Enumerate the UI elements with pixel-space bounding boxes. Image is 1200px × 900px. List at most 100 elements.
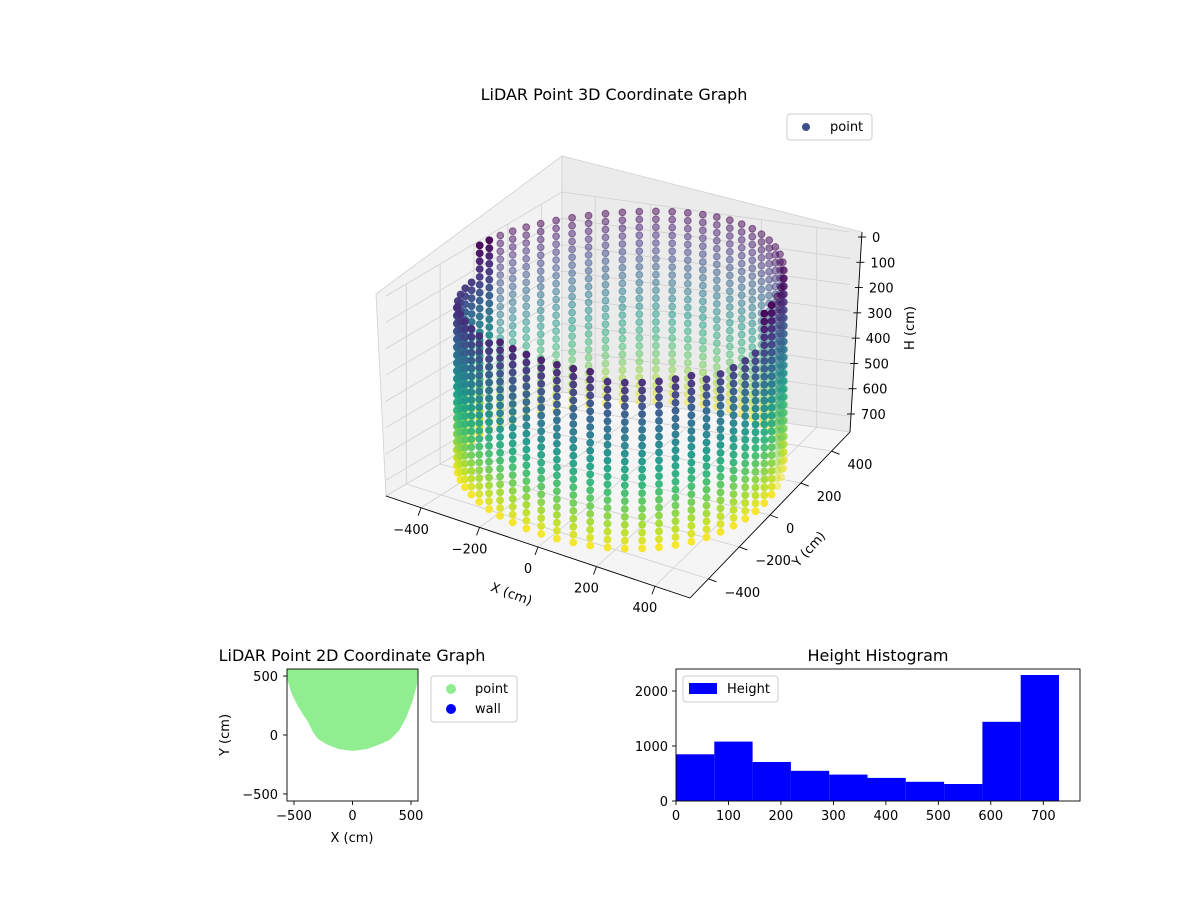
data-point [496,409,505,418]
data-point [569,483,578,492]
data-point [635,326,644,335]
data-point [584,259,593,267]
data-point [475,355,484,364]
data-point [586,502,595,510]
data-point [537,411,546,420]
data-point [652,247,660,255]
data-point [638,465,646,474]
data-point [522,374,531,383]
data-point [687,450,696,459]
data-point [712,363,721,371]
data-point [760,396,769,405]
chart-height-histogram: Height Histogram 0 100 200 300 400 500 600 7000… [635,646,1081,824]
data-point [618,271,627,280]
data-point [620,520,629,529]
data-point [652,286,660,295]
data-point [601,296,610,305]
data-point [496,263,505,272]
data-point [522,310,531,319]
data-point [522,294,531,303]
data-point [508,306,517,315]
data-point [485,442,493,450]
data-point [522,254,531,263]
data-point [620,544,629,553]
data-point [751,507,760,516]
data-point [698,242,707,251]
data-point [671,406,680,415]
data-point [698,313,707,322]
chart-3d-scatter: LiDAR Point 3D Coordinate Graph −400 −200… [375,85,918,616]
data-point [760,451,769,460]
grid-line [385,191,851,297]
data-point [475,363,484,372]
x-tick-label: 400 [873,809,898,824]
data-point [584,314,593,323]
data-point [584,290,593,299]
data-point [767,451,776,460]
data-point [687,474,696,483]
data-point [635,270,644,279]
data-point [620,481,629,490]
data-point [716,417,725,426]
data-point [586,510,595,518]
data-point [601,328,610,337]
data-point [712,236,721,245]
z-tick-label: 100 [870,256,895,271]
data-point [725,263,734,272]
data-point [569,475,578,484]
data-point [760,436,769,444]
data-point [638,489,646,498]
data-point [741,443,750,452]
data-point [568,324,576,333]
data-point [485,299,494,308]
data-point [552,232,560,241]
data-point [687,371,696,380]
data-point [568,245,576,254]
data-point [757,285,766,294]
data-point [536,251,545,260]
data-point [638,433,646,442]
data-point [461,388,469,397]
data-point [698,305,707,314]
y-tick-label: 200 [817,490,842,505]
data-point [698,368,707,377]
data-point [552,240,560,249]
data-point [748,303,757,312]
data-point [537,530,546,538]
data-point [729,411,738,420]
data-point [765,267,774,276]
data-point [652,365,660,374]
data-point [586,431,595,439]
histogram-bar [944,784,983,801]
data-point [748,272,757,281]
data-point [687,435,696,443]
data-point [467,302,476,311]
data-point [767,467,776,475]
data-point [725,342,734,351]
data-point [767,380,776,389]
data-point [702,407,711,415]
data-point [757,238,766,246]
data-point [712,300,721,308]
data-point [569,499,578,507]
data-point [652,310,660,319]
data-point [569,451,578,460]
data-point [537,387,546,396]
data-point [569,514,578,523]
data-point [522,286,531,295]
data-point [635,302,644,311]
data-point [508,314,517,322]
data-point [552,264,560,272]
data-point [652,239,660,247]
data-point [741,428,750,436]
data-point [496,417,505,426]
x-tick-label: −500 [276,809,312,824]
3d-legend-marker [802,123,810,131]
x-tick-label: −200 [452,542,488,557]
data-point [568,316,576,325]
z-tick-label: 300 [867,307,892,322]
data-point [537,395,546,404]
data-point [475,265,484,273]
data-point [467,396,476,404]
data-point [767,356,776,365]
